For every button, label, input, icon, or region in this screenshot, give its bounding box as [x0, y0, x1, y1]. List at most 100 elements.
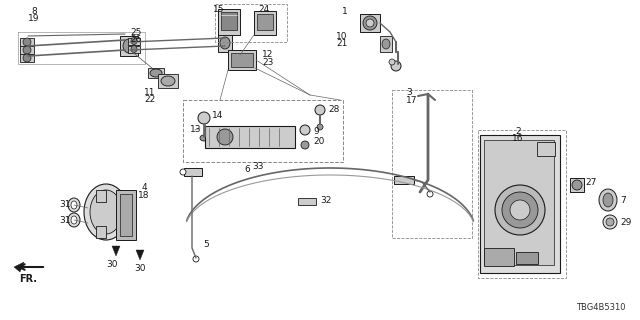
Bar: [96, 226, 106, 238]
Polygon shape: [14, 262, 24, 272]
Ellipse shape: [23, 46, 31, 54]
Text: 19: 19: [28, 14, 40, 23]
Ellipse shape: [315, 105, 325, 115]
Text: 6: 6: [244, 165, 250, 174]
Bar: [128, 46, 140, 53]
Bar: [380, 36, 392, 52]
Text: 15: 15: [213, 5, 225, 14]
Text: 18: 18: [138, 191, 150, 200]
Text: 8: 8: [31, 7, 37, 16]
Text: 16: 16: [512, 134, 524, 143]
Text: 28: 28: [328, 105, 339, 114]
Ellipse shape: [301, 141, 309, 149]
Ellipse shape: [84, 184, 128, 240]
Ellipse shape: [382, 39, 390, 49]
Bar: [257, 14, 273, 30]
Text: FR.: FR.: [19, 274, 37, 284]
Text: 31: 31: [60, 200, 71, 209]
Bar: [20, 46, 34, 54]
Bar: [478, 130, 566, 278]
Ellipse shape: [502, 192, 538, 228]
Text: 14: 14: [212, 111, 223, 120]
Bar: [120, 194, 132, 236]
Text: 12: 12: [262, 50, 273, 59]
Bar: [228, 50, 256, 70]
Ellipse shape: [599, 189, 617, 211]
Ellipse shape: [71, 201, 77, 209]
Text: 27: 27: [585, 178, 596, 187]
Ellipse shape: [217, 129, 233, 145]
Bar: [484, 248, 514, 266]
Text: 30: 30: [106, 260, 118, 269]
Text: TBG4B5310: TBG4B5310: [576, 303, 625, 312]
Ellipse shape: [23, 54, 31, 62]
Bar: [205, 126, 295, 148]
Bar: [218, 9, 240, 35]
Ellipse shape: [161, 76, 175, 86]
Ellipse shape: [193, 256, 199, 262]
Text: 9: 9: [313, 127, 319, 136]
Text: 24: 24: [259, 5, 269, 14]
Ellipse shape: [150, 69, 162, 77]
Text: 31: 31: [60, 216, 71, 225]
Text: 26: 26: [131, 35, 141, 44]
Ellipse shape: [366, 19, 374, 27]
Text: 23: 23: [262, 58, 273, 67]
Polygon shape: [136, 250, 144, 260]
Text: 30: 30: [134, 264, 146, 273]
Bar: [298, 198, 316, 205]
Ellipse shape: [131, 45, 137, 52]
Bar: [158, 74, 178, 88]
Ellipse shape: [603, 215, 617, 229]
Ellipse shape: [603, 193, 613, 207]
Bar: [221, 12, 237, 30]
Ellipse shape: [68, 198, 80, 212]
Ellipse shape: [180, 169, 186, 175]
Bar: [96, 190, 106, 202]
Text: 7: 7: [620, 196, 626, 205]
Bar: [254, 11, 276, 35]
Text: 3: 3: [406, 88, 412, 97]
Bar: [120, 36, 138, 56]
Text: 13: 13: [190, 125, 202, 134]
Bar: [183, 100, 343, 162]
Ellipse shape: [317, 124, 323, 130]
Ellipse shape: [131, 37, 137, 44]
Bar: [231, 53, 253, 67]
Text: 5: 5: [203, 240, 209, 249]
Polygon shape: [112, 246, 120, 256]
Ellipse shape: [220, 37, 230, 49]
Text: 1: 1: [342, 7, 348, 16]
Ellipse shape: [300, 125, 310, 135]
Text: 22: 22: [145, 95, 156, 104]
Ellipse shape: [495, 185, 545, 235]
Text: 17: 17: [406, 96, 417, 105]
Bar: [394, 176, 414, 184]
Bar: [570, 178, 584, 192]
Bar: [116, 190, 136, 240]
Ellipse shape: [510, 200, 530, 220]
Text: 21: 21: [336, 39, 348, 48]
Text: 4: 4: [141, 183, 147, 192]
Ellipse shape: [363, 16, 377, 30]
Ellipse shape: [71, 216, 77, 224]
Ellipse shape: [90, 190, 122, 234]
Text: 25: 25: [131, 28, 141, 37]
Ellipse shape: [606, 218, 614, 226]
Bar: [218, 34, 232, 52]
Ellipse shape: [572, 180, 582, 190]
Text: 33: 33: [252, 162, 264, 171]
Bar: [516, 252, 538, 264]
Bar: [148, 68, 164, 78]
Text: 2: 2: [515, 127, 521, 136]
Text: 29: 29: [620, 218, 632, 227]
Bar: [20, 38, 34, 46]
Bar: [484, 140, 554, 265]
Ellipse shape: [23, 38, 31, 46]
Text: 10: 10: [336, 32, 348, 41]
Bar: [128, 38, 140, 45]
Ellipse shape: [123, 39, 135, 53]
Text: 11: 11: [144, 88, 156, 97]
Bar: [360, 14, 380, 32]
Ellipse shape: [200, 135, 208, 141]
